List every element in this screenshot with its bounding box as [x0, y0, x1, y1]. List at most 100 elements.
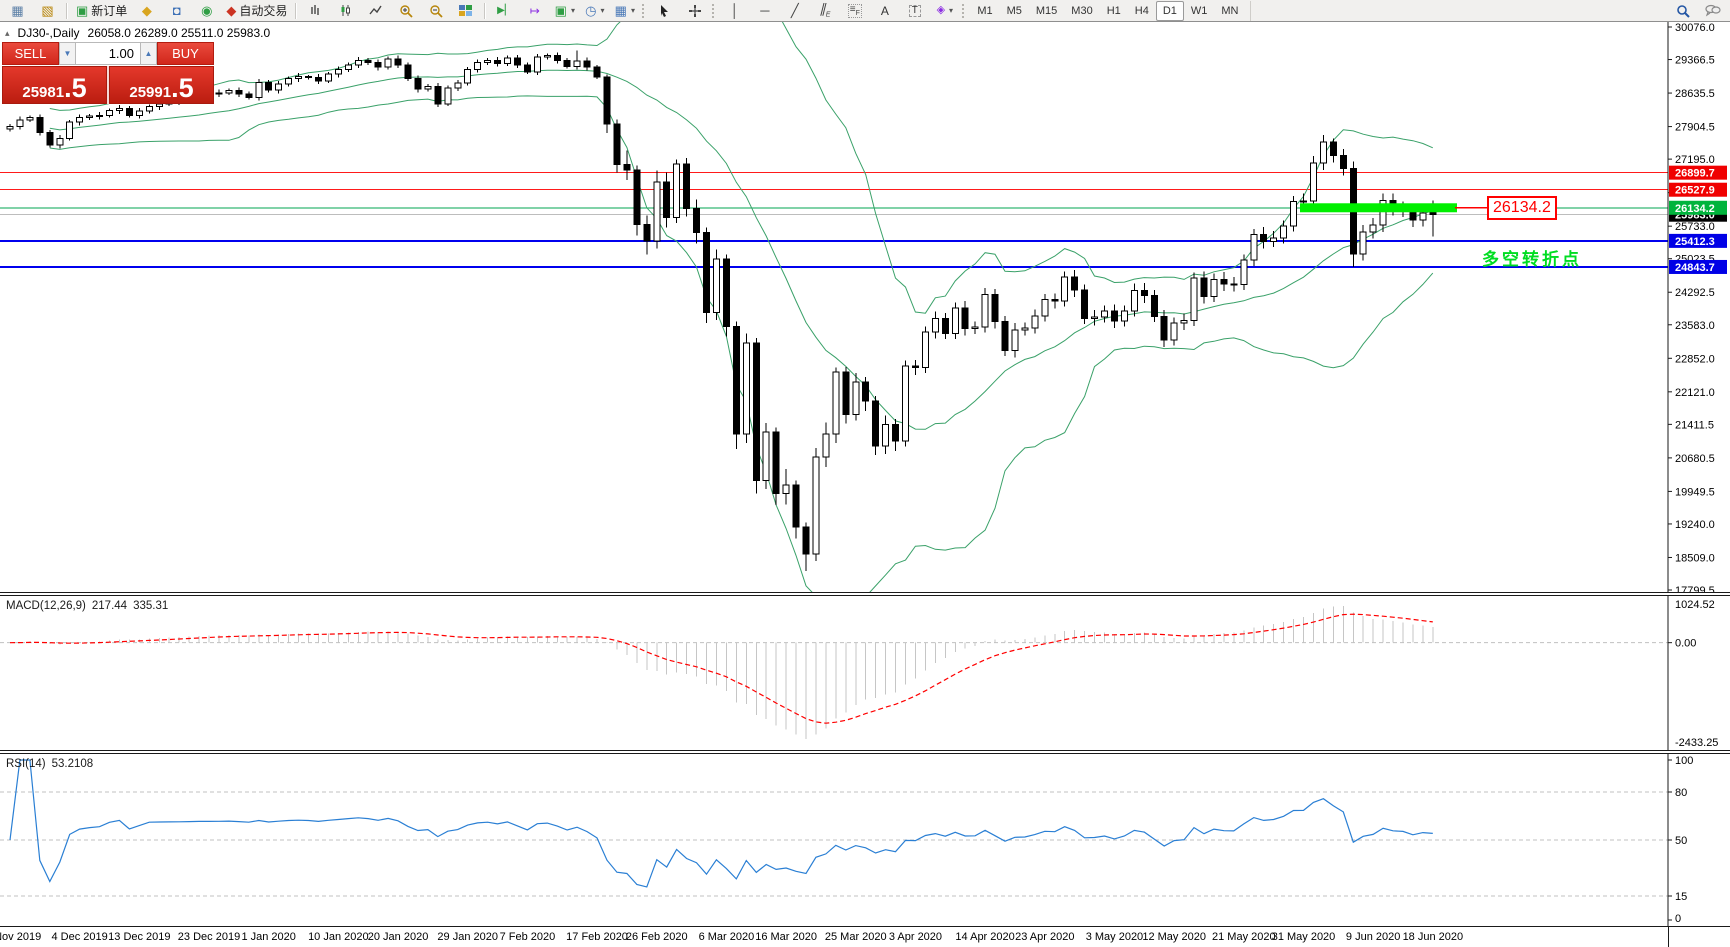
price-tick-label: 24292.5: [1675, 287, 1715, 299]
date-tick-label: 3 Apr 2020: [888, 931, 943, 943]
timeframe-button-m1[interactable]: M1: [977, 4, 993, 17]
new-order-button[interactable]: ▣ 新订单: [72, 0, 131, 21]
crosshair-button[interactable]: [680, 0, 709, 21]
vertical-line-icon: │: [730, 3, 739, 18]
signals-icon: ◘: [172, 3, 181, 18]
date-tick-label: 1 Jan 2020: [241, 931, 296, 943]
timeframe-button-m5[interactable]: M5: [1006, 4, 1022, 17]
new-order-label: 新订单: [91, 4, 128, 18]
turning-point-note[interactable]: 多空转折点: [1482, 250, 1582, 269]
price-tick-label: 25733.0: [1675, 221, 1715, 233]
equidistant-channel-tool[interactable]: ∥E: [810, 0, 839, 21]
timeframe-button-w1[interactable]: W1: [1190, 4, 1208, 17]
autotrading-icon: ◆: [226, 3, 237, 18]
text-label-tool[interactable]: T: [900, 0, 929, 21]
chart-shift-button[interactable]: ↦: [520, 0, 549, 21]
buy-button[interactable]: BUY: [157, 42, 214, 65]
date-tick-label: 25 Mar 2020: [824, 931, 887, 943]
new-order-icon: ▣: [76, 3, 89, 18]
cursor-arrow-icon: [661, 4, 669, 17]
level-price-flag[interactable]: 26134.2: [1487, 196, 1557, 220]
horizontal-level-lines[interactable]: [0, 172, 1668, 268]
toolbar: ▦ ▧ ▣ 新订单 ◆ ◘ ◉ ◆ 自动交易: [0, 0, 1730, 22]
chat-button[interactable]: [1698, 0, 1727, 21]
price-tick-label: 23583.0: [1675, 320, 1715, 332]
date-tick-label: 12 May 2020: [1142, 931, 1206, 943]
price-badge: [1669, 165, 1727, 180]
data-window-button[interactable]: ▧: [33, 0, 62, 21]
chevron-down-icon: ▾: [570, 6, 575, 15]
line-chart-button[interactable]: [361, 0, 390, 21]
macd-signal-value: 335.31: [133, 600, 169, 612]
toolbar-separator: [66, 2, 68, 19]
sell-price-box[interactable]: 25981.5: [2, 66, 107, 104]
price-badge-value: 26527.9: [1675, 185, 1715, 197]
text-tool[interactable]: A: [870, 0, 899, 21]
date-tick-label: 4 Dec 2019: [51, 931, 108, 943]
date-tick-label: 29 Jan 2020: [437, 931, 498, 943]
periods-dropdown[interactable]: ◷ ▾: [580, 0, 609, 21]
vertical-line-tool[interactable]: │: [720, 0, 749, 21]
vps-button[interactable]: ◉: [192, 0, 221, 21]
timeframe-button-h1[interactable]: H1: [1106, 4, 1121, 17]
fibonacci-tool[interactable]: ≡F: [840, 0, 869, 21]
timeframe-button-m30[interactable]: M30: [1071, 4, 1093, 17]
macd-axis[interactable]: 1024.52 0.00 -2433.25: [1667, 596, 1718, 750]
macd-indicator-canvas[interactable]: 1024.52 0.00 -2433.25: [0, 596, 1730, 750]
date-tick-label: 23 Apr 2020: [1015, 931, 1075, 943]
price-tick-label: 29366.5: [1675, 55, 1715, 67]
search-button[interactable]: [1668, 0, 1697, 21]
autotrading-button[interactable]: ◆ 自动交易: [222, 0, 291, 21]
rsi-label: RSI(14) 53.2108: [6, 758, 93, 770]
toolbar-grip: [962, 3, 967, 18]
templates-dropdown[interactable]: ▦ ▾: [610, 0, 639, 21]
trendline-tool[interactable]: ╱: [780, 0, 809, 21]
new-chart-button[interactable]: ▦: [3, 0, 32, 21]
pane-resize-handle[interactable]: [0, 750, 1730, 754]
autoscroll-button[interactable]: ▶▏: [490, 0, 519, 21]
indicators-dropdown[interactable]: ▣ ▾: [550, 0, 579, 21]
timeframe-button-h4[interactable]: H4: [1134, 4, 1149, 17]
volume-increase-button[interactable]: ▲: [140, 42, 157, 65]
signals-button[interactable]: ◘: [162, 0, 191, 21]
pane-resize-handle[interactable]: [0, 592, 1730, 596]
price-tick-label: 28635.5: [1675, 88, 1715, 100]
date-tick-label: 21 May 2020: [1211, 931, 1276, 943]
symbol-period-label: DJ30-,Daily: [17, 26, 80, 40]
rsi-axis-label: 100: [1675, 755, 1693, 767]
timeframe-button-d1[interactable]: D1: [1155, 0, 1184, 21]
rsi-axis[interactable]: 100 80 50 15 0: [1667, 754, 1693, 926]
bar-chart-icon: [311, 5, 320, 15]
zoom-out-icon: [430, 4, 443, 18]
zoom-out-button[interactable]: [421, 0, 450, 21]
bollinger-bands: [49, 22, 1434, 592]
macd-axis-label: -2433.25: [1675, 737, 1718, 749]
price-tick-label: 19240.0: [1675, 519, 1715, 531]
candlestick-chart-button[interactable]: [331, 0, 360, 21]
toolbar-grip: [712, 3, 717, 18]
date-tick-label: 14 Apr 2020: [955, 931, 1015, 943]
rsi-axis-label: 80: [1675, 787, 1687, 799]
tile-windows-button[interactable]: [451, 0, 480, 21]
arrows-dropdown[interactable]: ◈ ▾: [930, 0, 959, 21]
volume-decrease-button[interactable]: ▼: [59, 42, 76, 65]
horizontal-line-tool[interactable]: ─: [750, 0, 779, 21]
timeframe-button-mn[interactable]: MN: [1221, 4, 1239, 17]
rsi-indicator-canvas[interactable]: 100 80 50 15 0: [0, 754, 1730, 926]
search-icon: [1676, 4, 1690, 18]
market-button[interactable]: ◆: [132, 0, 161, 21]
timeframe-button-m15[interactable]: M15: [1035, 4, 1058, 17]
sell-button[interactable]: SELL: [2, 42, 59, 65]
rsi-axis-label: 50: [1675, 835, 1687, 847]
support-highlight-bar[interactable]: [1300, 203, 1457, 213]
volume-input[interactable]: [76, 42, 140, 65]
zoom-in-button[interactable]: [391, 0, 420, 21]
buy-price-box[interactable]: 25991.5: [109, 66, 214, 104]
fibonacci-icon: ≡F: [847, 3, 862, 18]
cursor-button[interactable]: [650, 0, 679, 21]
price-axis[interactable]: 30076.029366.528635.527904.527195.026464…: [1667, 22, 1715, 592]
bar-chart-button[interactable]: [301, 0, 330, 21]
main-chart-canvas[interactable]: 30076.029366.528635.527904.527195.026464…: [0, 22, 1730, 592]
collapse-arrow-icon[interactable]: ▴: [5, 27, 10, 38]
